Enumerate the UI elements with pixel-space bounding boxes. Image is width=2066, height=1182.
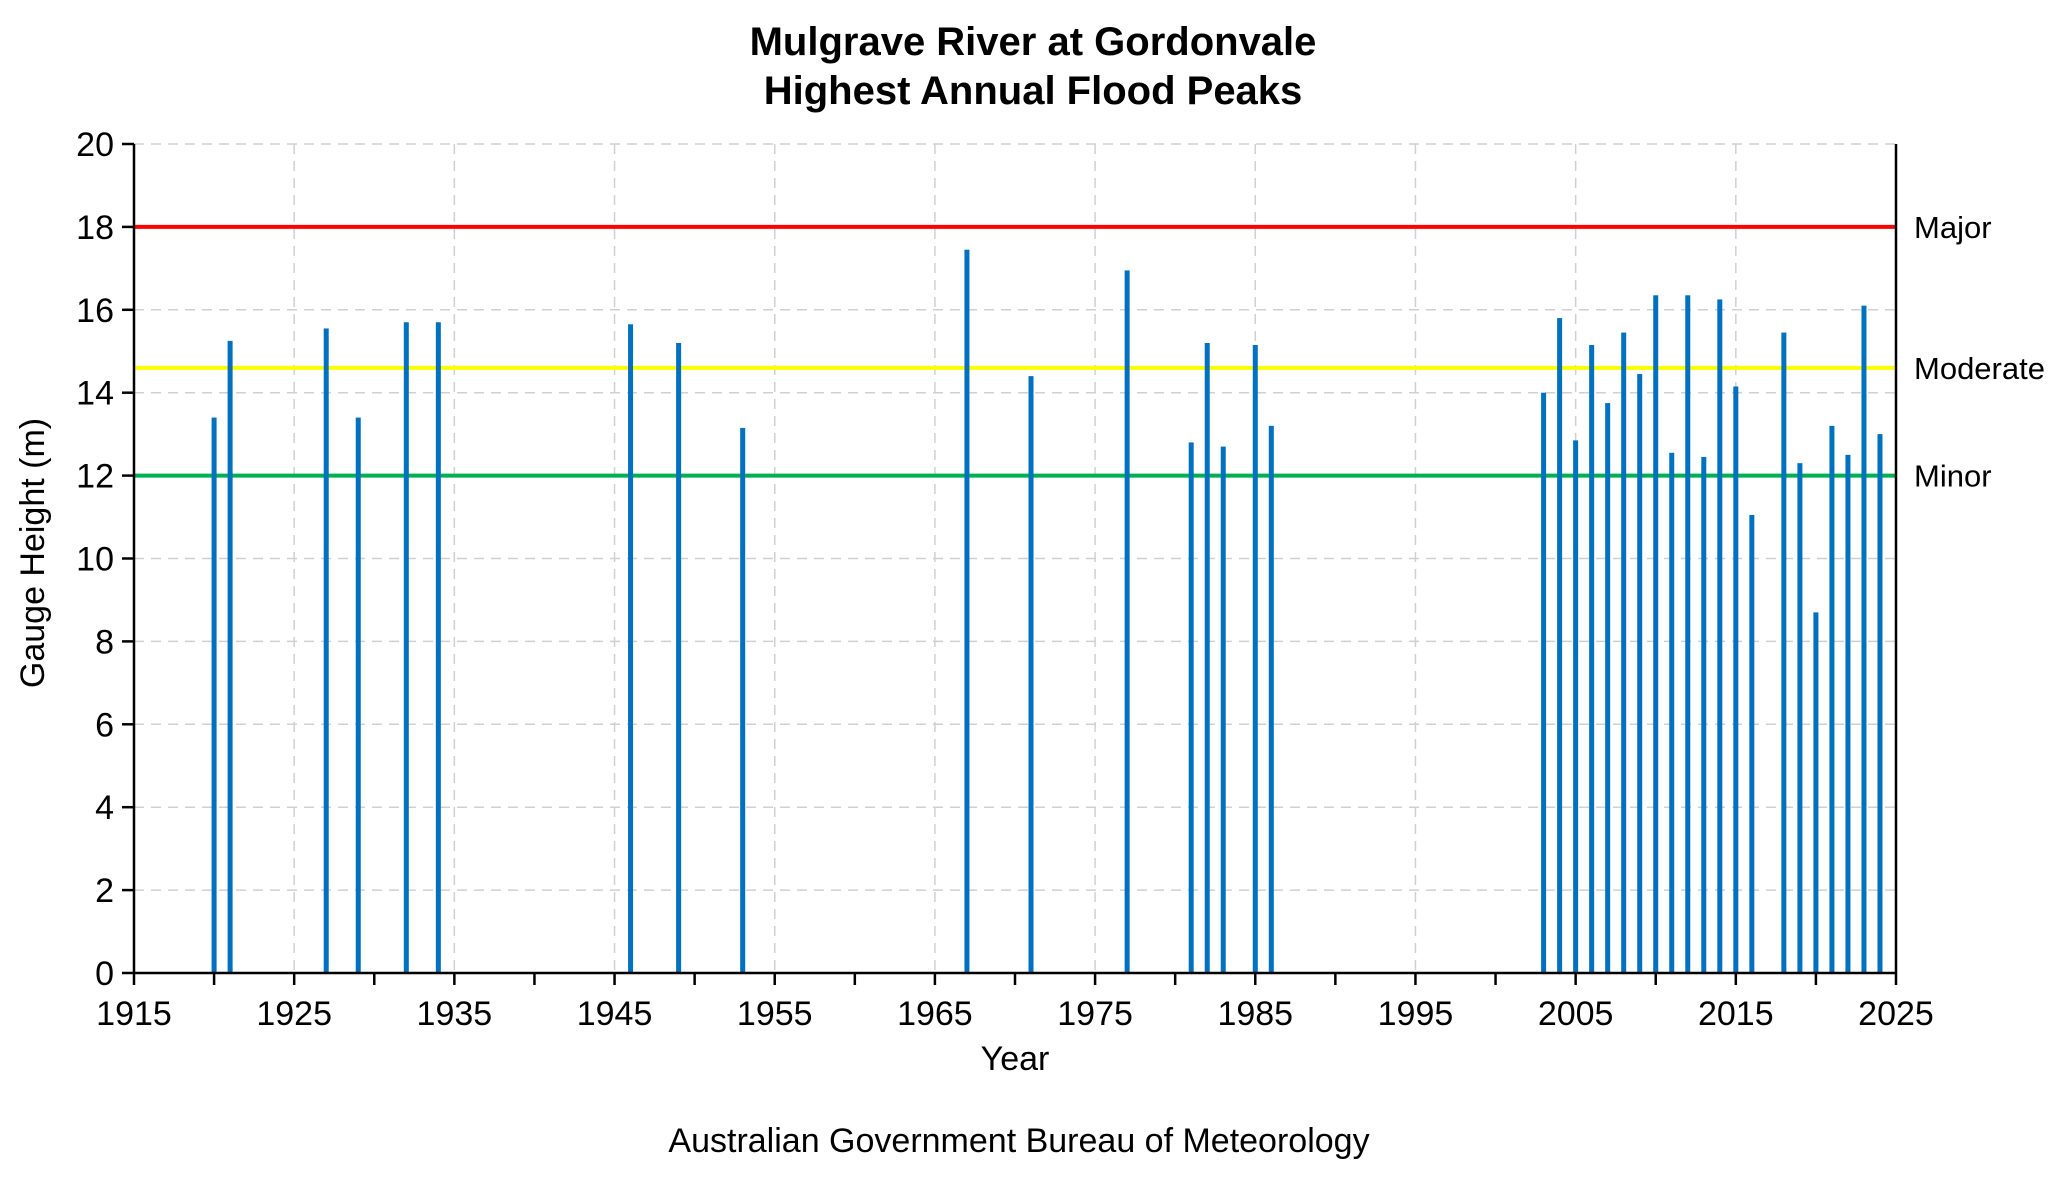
- bar-2014: [1717, 299, 1723, 973]
- x-tick-label: 1995: [1378, 995, 1454, 1033]
- bar-1929: [355, 417, 361, 973]
- y-tick-label: 16: [76, 292, 114, 330]
- y-tick-label: 18: [76, 209, 114, 247]
- y-tick-label: 14: [76, 375, 114, 413]
- x-tick-labels: 1915 1925 1935 1945 1955 1965 1975 1985 1995 2005…: [96, 995, 1934, 1033]
- source-footer: Australian Government Bureau of Meteorol…: [668, 1122, 1369, 1160]
- bar-2012: [1685, 295, 1691, 974]
- bar-1982: [1204, 342, 1210, 974]
- grid-lines: [134, 143, 1896, 973]
- y-tick-label: 8: [95, 623, 114, 661]
- x-tick-label: 2005: [1538, 995, 1614, 1033]
- bar-2020: [1813, 612, 1819, 973]
- x-tick-label: 1965: [897, 995, 973, 1033]
- chart-title: Mulgrave River at Gordonvale: [750, 20, 1317, 64]
- bar-1971: [1028, 376, 1034, 973]
- axes: [122, 142, 1898, 985]
- bar-2018: [1781, 332, 1787, 973]
- y-tick-label: 4: [95, 789, 114, 827]
- y-tick-label: 6: [95, 706, 114, 744]
- bar-2019: [1797, 463, 1803, 973]
- bar-2003: [1541, 392, 1547, 973]
- bar-2013: [1701, 456, 1707, 973]
- bar-2023: [1861, 305, 1867, 973]
- y-tick-label: 12: [76, 458, 114, 496]
- level-label-major: Major: [1914, 210, 1992, 245]
- bar-1927: [323, 328, 329, 973]
- bar-2010: [1653, 295, 1659, 974]
- x-tick-label: 1945: [577, 995, 653, 1033]
- chart-subtitle: Highest Annual Flood Peaks: [764, 69, 1303, 113]
- y-tick-labels: 0 2 4 6 8 10 12 14 16 18 20: [76, 126, 114, 993]
- bar-2022: [1845, 454, 1851, 973]
- y-axis-label: Gauge Height (m): [14, 418, 52, 688]
- bar-1934: [435, 322, 441, 973]
- bar-2005: [1573, 440, 1579, 973]
- x-tick-label: 1915: [96, 995, 172, 1033]
- bar-2021: [1829, 425, 1835, 973]
- x-tick-label: 1985: [1217, 995, 1293, 1033]
- bar-1983: [1220, 446, 1226, 974]
- level-label-moderate: Moderate: [1914, 351, 2045, 386]
- y-tick-label: 10: [76, 541, 114, 579]
- x-axis-label: Year: [981, 1040, 1050, 1078]
- bar-1967: [964, 249, 970, 973]
- level-label-minor: Minor: [1914, 459, 1992, 494]
- bar-2007: [1605, 403, 1611, 973]
- bar-1953: [740, 427, 746, 973]
- bar-2004: [1557, 318, 1563, 974]
- flood-level-lines: [134, 224, 1896, 478]
- x-tick-label: 1935: [417, 995, 493, 1033]
- bar-1932: [403, 322, 409, 973]
- x-tick-label: 2015: [1698, 995, 1774, 1033]
- bar-2011: [1669, 452, 1675, 973]
- x-tick-label: 2025: [1858, 995, 1934, 1033]
- flood-level-labels: Major Moderate Minor: [1914, 210, 2045, 494]
- bar-1985: [1252, 345, 1258, 974]
- bar-1981: [1188, 442, 1194, 973]
- bar-1986: [1268, 425, 1274, 973]
- bar-1920: [211, 417, 217, 973]
- bar-1977: [1124, 270, 1130, 973]
- bar-2024: [1877, 434, 1883, 973]
- bar-2009: [1637, 374, 1643, 973]
- x-tick-label: 1925: [256, 995, 332, 1033]
- bar-1949: [676, 342, 682, 974]
- bar-2015: [1733, 386, 1739, 973]
- y-tick-label: 20: [76, 126, 114, 164]
- bar-2008: [1621, 332, 1627, 973]
- bar-2006: [1589, 345, 1595, 974]
- y-tick-label: 0: [95, 955, 114, 993]
- bars: [211, 249, 1883, 974]
- bar-1921: [227, 340, 233, 973]
- y-tick-label: 2: [95, 872, 114, 910]
- bar-2016: [1749, 514, 1755, 973]
- x-tick-label: 1955: [737, 995, 813, 1033]
- x-tick-label: 1975: [1057, 995, 1133, 1033]
- bar-1946: [628, 324, 634, 973]
